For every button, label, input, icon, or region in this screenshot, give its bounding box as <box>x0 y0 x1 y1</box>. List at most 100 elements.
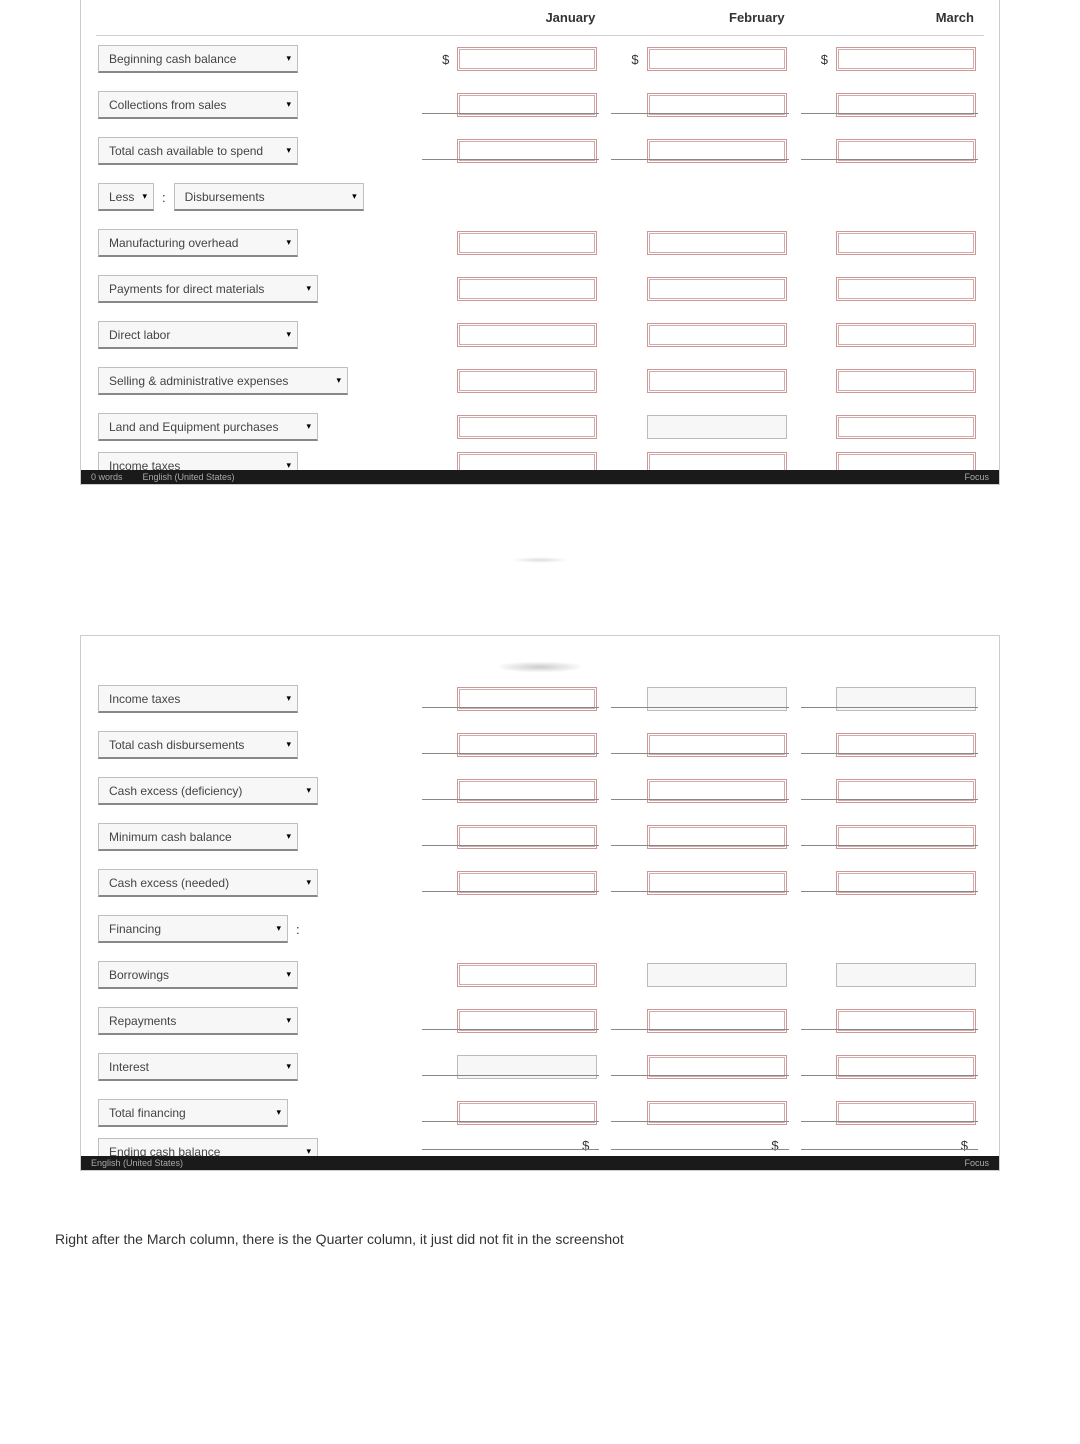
value-cell <box>605 277 794 301</box>
value-input[interactable] <box>647 369 787 393</box>
value-cell <box>416 1101 605 1125</box>
value-cell <box>416 825 605 849</box>
chevron-down-icon: ▾ <box>276 923 281 934</box>
value-cell <box>795 687 984 711</box>
chevron-down-icon: ▾ <box>286 53 291 64</box>
row-label: Land and Equipment purchases ▾ <box>96 413 416 441</box>
dropdown[interactable]: Collections from sales ▾ <box>98 91 298 119</box>
panel-1: January February March Beginning cash ba… <box>80 0 1000 485</box>
value-input[interactable] <box>836 231 976 255</box>
value-cell <box>605 779 794 803</box>
row-label: Selling & administrative expenses ▾ <box>96 367 416 395</box>
value-input[interactable] <box>647 323 787 347</box>
value-cell <box>795 1055 984 1079</box>
chevron-down-icon: ▾ <box>286 145 291 156</box>
header-row: January February March <box>96 0 984 36</box>
value-cell <box>605 323 794 347</box>
dropdown[interactable]: Cash excess (needed) ▾ <box>98 869 318 897</box>
dropdown[interactable]: Selling & administrative expenses ▾ <box>98 367 348 395</box>
value-input[interactable] <box>457 231 597 255</box>
dropdown-label: Beginning cash balance <box>109 52 236 66</box>
value-input[interactable] <box>457 369 597 393</box>
value-cell <box>795 963 984 987</box>
dropdown[interactable]: Total financing ▾ <box>98 1099 288 1127</box>
value-cell <box>416 733 605 757</box>
dropdown[interactable]: Income taxes ▾ <box>98 452 298 470</box>
value-input[interactable] <box>457 323 597 347</box>
value-input[interactable] <box>836 452 976 470</box>
dropdown-label: Selling & administrative expenses <box>109 374 288 388</box>
value-input[interactable] <box>457 277 597 301</box>
value-cell <box>416 369 605 393</box>
value-input[interactable] <box>647 231 787 255</box>
value-cell <box>416 871 605 895</box>
dropdown[interactable]: Payments for direct materials ▾ <box>98 275 318 303</box>
dropdown-label: Cash excess (needed) <box>109 876 229 890</box>
value-input[interactable] <box>457 47 597 71</box>
chevron-down-icon: ▾ <box>336 375 341 386</box>
dropdown[interactable]: Manufacturing overhead ▾ <box>98 229 298 257</box>
status-bar: English (United States) Focus <box>81 1156 999 1170</box>
value-cell: $ <box>416 47 605 71</box>
value-input[interactable] <box>836 963 976 987</box>
value-cell <box>605 139 794 163</box>
chevron-down-icon: ▾ <box>286 460 291 470</box>
month-header-mar: March <box>795 10 984 25</box>
value-cell <box>416 139 605 163</box>
dropdown[interactable]: Ending cash balance ▾ <box>98 1138 318 1156</box>
value-input[interactable] <box>836 415 976 439</box>
table-row: Beginning cash balance ▾ $ $ $ <box>96 36 984 82</box>
dropdown[interactable]: Beginning cash balance ▾ <box>98 45 298 73</box>
value-input[interactable] <box>457 963 597 987</box>
value-input[interactable] <box>647 415 787 439</box>
dropdown[interactable]: Land and Equipment purchases ▾ <box>98 413 318 441</box>
chevron-down-icon: ▾ <box>306 421 311 432</box>
status-words: 0 words <box>91 472 123 482</box>
row-label: Beginning cash balance ▾ <box>96 45 416 73</box>
dropdown[interactable]: Cash excess (deficiency) ▾ <box>98 777 318 805</box>
dropdown[interactable]: Direct labor ▾ <box>98 321 298 349</box>
value-cell <box>416 277 605 301</box>
value-input[interactable] <box>647 277 787 301</box>
dropdown[interactable]: Minimum cash balance ▾ <box>98 823 298 851</box>
value-input[interactable] <box>647 452 787 470</box>
currency-symbol: $ <box>821 52 828 67</box>
value-cell: $ <box>605 47 794 71</box>
table-row: Income taxes ▾ <box>96 676 984 722</box>
dropdown-label: Financing <box>109 922 161 936</box>
table-row: Ending cash balance ▾ $$$ <box>96 1136 984 1156</box>
colon: : <box>294 922 302 937</box>
table-row: Selling & administrative expenses ▾ <box>96 358 984 404</box>
value-cell: $ <box>795 47 984 71</box>
dropdown[interactable]: Less ▾ <box>98 183 154 211</box>
value-input[interactable] <box>457 415 597 439</box>
dropdown[interactable]: Total cash disbursements ▾ <box>98 731 298 759</box>
value-input[interactable] <box>647 47 787 71</box>
value-input[interactable] <box>836 369 976 393</box>
value-cell <box>416 323 605 347</box>
value-input[interactable] <box>836 277 976 301</box>
table-row: Manufacturing overhead ▾ <box>96 220 984 266</box>
dropdown[interactable]: Interest ▾ <box>98 1053 298 1081</box>
dropdown[interactable]: Total cash available to spend ▾ <box>98 137 298 165</box>
table-row: Total cash available to spend ▾ <box>96 128 984 174</box>
dropdown-label: Disbursements <box>185 190 265 204</box>
value-input[interactable] <box>836 47 976 71</box>
value-cell <box>795 277 984 301</box>
dropdown[interactable]: Disbursements ▾ <box>174 183 364 211</box>
status-lang: English (United States) <box>91 1158 183 1168</box>
value-input[interactable] <box>457 452 597 470</box>
value-cell <box>795 139 984 163</box>
currency-symbol: $ <box>442 52 449 67</box>
value-cell <box>605 93 794 117</box>
value-cell <box>416 231 605 255</box>
dropdown[interactable]: Repayments ▾ <box>98 1007 298 1035</box>
dropdown[interactable]: Income taxes ▾ <box>98 685 298 713</box>
value-cell <box>605 369 794 393</box>
colon: : <box>160 190 168 205</box>
dropdown[interactable]: Borrowings ▾ <box>98 961 298 989</box>
value-input[interactable] <box>836 323 976 347</box>
value-input[interactable] <box>647 963 787 987</box>
dropdown[interactable]: Financing ▾ <box>98 915 288 943</box>
table-row: Borrowings ▾ <box>96 952 984 998</box>
